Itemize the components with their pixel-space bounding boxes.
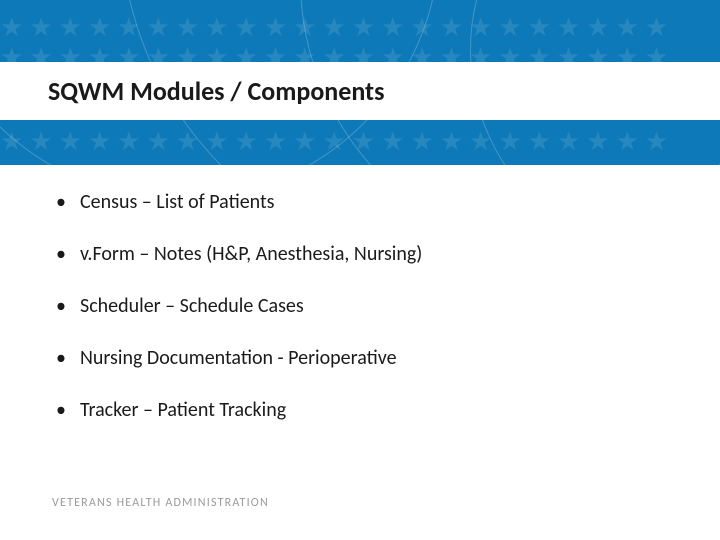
list-item-text: Nursing Documentation - Perioperative xyxy=(80,346,397,370)
list-item-text: Scheduler – Schedule Cases xyxy=(80,294,304,318)
list-item: v.Form – Notes (H&P, Anesthesia, Nursing… xyxy=(52,242,680,266)
footer-text: VETERANS HEALTH ADMINISTRATION xyxy=(52,496,269,510)
list-item: Tracker – Patient Tracking xyxy=(52,398,680,422)
list-item: Nursing Documentation - Perioperative xyxy=(52,346,680,370)
content-area: Census – List of Patients v.Form – Notes… xyxy=(52,190,680,450)
header-band: ★★★★★★★★★★★★★★★★★★★★★★★ ★★★★★★★★★★★★★★★★… xyxy=(0,0,720,165)
bullet-list: Census – List of Patients v.Form – Notes… xyxy=(52,190,680,422)
list-item-text: Tracker – Patient Tracking xyxy=(80,398,286,422)
slide-title: SQWM Modules / Components xyxy=(48,75,384,107)
list-item-text: Census – List of Patients xyxy=(80,190,275,214)
list-item-text: v.Form – Notes (H&P, Anesthesia, Nursing… xyxy=(80,242,422,266)
list-item: Census – List of Patients xyxy=(52,190,680,214)
title-band: SQWM Modules / Components xyxy=(0,62,720,120)
list-item: Scheduler – Schedule Cases xyxy=(52,294,680,318)
